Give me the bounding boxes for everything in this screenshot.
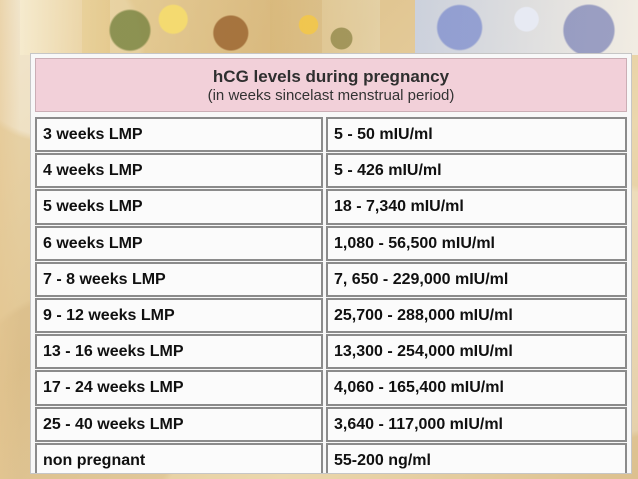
table-row: 9 - 12 weeks LMP 25,700 - 288,000 mIU/ml bbox=[35, 297, 627, 334]
period-cell: non pregnant bbox=[35, 442, 323, 473]
period-cell: 6 weeks LMP bbox=[35, 225, 323, 261]
floral-banner-icon bbox=[20, 0, 638, 55]
table-body: 3 weeks LMP 5 - 50 mIU/ml 4 weeks LMP 5 … bbox=[35, 117, 627, 473]
period-cell: 25 - 40 weeks LMP bbox=[35, 406, 323, 442]
table-title: hCG levels during pregnancy bbox=[212, 67, 450, 86]
period-cell: 4 weeks LMP bbox=[35, 153, 323, 189]
table-header: hCG levels during pregnancy (in weeks si… bbox=[35, 58, 627, 112]
table-row: 5 weeks LMP 18 - 7,340 mIU/ml bbox=[35, 189, 627, 225]
range-cell: 55-200 ng/ml bbox=[326, 442, 627, 473]
period-cell: 9 - 12 weeks LMP bbox=[35, 297, 323, 334]
table-row: 25 - 40 weeks LMP 3,640 - 117,000 mIU/ml bbox=[35, 406, 627, 442]
floral-banner-segment bbox=[270, 0, 380, 55]
table-row: 13 - 16 weeks LMP 13,300 - 254,000 mIU/m… bbox=[35, 334, 627, 370]
range-cell: 25,700 - 288,000 mIU/ml bbox=[326, 297, 627, 334]
table-subtitle: (in weeks sincelast menstrual period) bbox=[207, 87, 455, 104]
range-cell: 1,080 - 56,500 mIU/ml bbox=[326, 225, 627, 261]
range-cell: 13,300 - 254,000 mIU/ml bbox=[326, 334, 627, 370]
range-cell: 18 - 7,340 mIU/ml bbox=[326, 189, 627, 225]
range-cell: 5 - 426 mIU/ml bbox=[326, 153, 627, 189]
period-cell: 13 - 16 weeks LMP bbox=[35, 334, 323, 370]
left-shadow bbox=[0, 0, 20, 479]
table-row: 4 weeks LMP 5 - 426 mIU/ml bbox=[35, 153, 627, 189]
table-row: 6 weeks LMP 1,080 - 56,500 mIU/ml bbox=[35, 225, 627, 261]
period-cell: 3 weeks LMP bbox=[35, 117, 323, 153]
range-cell: 4,060 - 165,400 mIU/ml bbox=[326, 370, 627, 406]
period-cell: 5 weeks LMP bbox=[35, 189, 323, 225]
table-row: 3 weeks LMP 5 - 50 mIU/ml bbox=[35, 117, 627, 153]
table-row: 17 - 24 weeks LMP 4,060 - 165,400 mIU/ml bbox=[35, 370, 627, 406]
range-cell: 5 - 50 mIU/ml bbox=[326, 117, 627, 153]
hcg-table-card: hCG levels during pregnancy (in weeks si… bbox=[30, 53, 632, 474]
floral-banner-segment bbox=[415, 0, 638, 55]
period-cell: 17 - 24 weeks LMP bbox=[35, 370, 323, 406]
table-row: 7 - 8 weeks LMP 7, 650 - 229,000 mIU/ml bbox=[35, 261, 627, 297]
table-row: non pregnant 55-200 ng/ml bbox=[35, 442, 627, 473]
range-cell: 3,640 - 117,000 mIU/ml bbox=[326, 406, 627, 442]
range-cell: 7, 650 - 229,000 mIU/ml bbox=[326, 261, 627, 297]
period-cell: 7 - 8 weeks LMP bbox=[35, 261, 323, 297]
